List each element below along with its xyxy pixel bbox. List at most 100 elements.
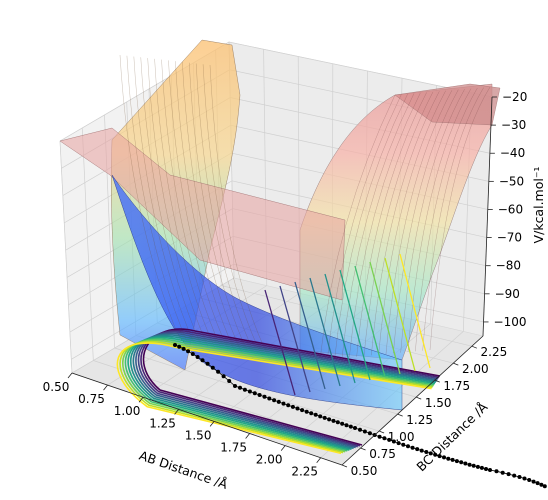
mesh-line-left-8 [175,61,236,353]
y-tick-mark-1 [360,447,366,451]
trajectory-point-24 [290,404,295,409]
trajectory-point-44 [382,436,387,441]
y-tick-label-7: 2.25 [481,345,508,359]
z-tick-label-1: −30 [501,118,526,132]
trajectory-point-11 [227,379,232,383]
y-tick-mark-2 [378,430,385,434]
trajectory-point-57 [442,455,446,460]
trajectory-point-17 [257,393,262,397]
contour-branch-3 [309,277,341,387]
x-tick-mark-4 [209,421,215,427]
z-tick-label-3: −50 [499,174,524,188]
mesh-line-right-3 [341,93,415,359]
trajectory-point-0 [173,343,177,347]
contour-line-0 [142,328,441,446]
trajectory-point-68 [488,468,492,472]
z-tick-label-5: −70 [497,231,522,245]
trajectory-point-46 [391,439,396,444]
contour-branch-0 [264,289,296,396]
mesh-line-left-3 [140,57,201,345]
mesh-line-right-9 [385,90,453,355]
y-tick-mark-6 [453,362,459,366]
trajectory-point-37 [348,424,353,429]
mesh-line-right-12 [407,88,472,353]
surface-back-shelf [59,127,346,301]
x-tick-label-4: 1.50 [185,428,212,442]
trajectory-point-10 [221,374,226,379]
mesh-line-right-11 [400,89,465,353]
contour-branch-9 [399,253,431,369]
trajectory-point-20 [272,398,277,403]
trajectory-point-39 [358,427,362,432]
trajectory-point-76 [531,479,536,484]
y-tick-label-1: 0.75 [369,447,396,461]
x-tick-mark-3 [174,409,179,415]
trajectory-point-45 [387,437,392,442]
x-axis-label: AB Distance /Å [137,448,230,492]
surface-plateau [394,83,501,126]
trajectory-point-73 [517,475,522,479]
trajectory-point-53 [424,450,429,454]
mesh-line-right-5 [356,92,427,357]
trajectory-point-43 [377,434,382,439]
z-tick-label-8: −100 [494,315,527,329]
x-tick-mark-2 [138,396,144,403]
trajectory-point-61 [459,460,464,465]
y-tick-mark-4 [416,396,422,400]
contour-branch-4 [324,273,356,384]
trajectory-point-9 [216,369,221,374]
trajectory-point-31 [322,415,327,420]
x-tick-mark-0 [67,372,73,379]
mesh-line-left-10 [188,62,250,356]
reaction-trajectory [173,343,547,489]
mesh-line-right-1 [327,94,402,360]
trajectory-point-7 [205,361,210,366]
trajectory-point-15 [247,389,252,394]
trajectory-point-64 [471,463,476,468]
y-tick-mark-5 [434,379,440,383]
y-axis-line [341,335,484,466]
surface-mesh-lines [119,54,491,361]
z-axis-label: V/kcal.mol⁻¹ [531,167,546,244]
trajectory-point-63 [467,462,472,467]
contour-branch-1 [279,285,311,393]
x-tick-mark-5 [245,433,250,439]
contour-line-4 [132,334,437,450]
contour-branch-8 [384,257,416,372]
trajectory-point-41 [367,431,372,436]
y-axis-label: BC Distance /Å [413,399,490,474]
z-tick-label-0: −20 [502,90,527,104]
mesh-line-left-2 [133,56,195,344]
trajectory-point-65 [475,464,480,469]
trajectory-point-50 [410,445,415,450]
mesh-line-left-11 [195,63,257,358]
trajectory-point-62 [463,461,468,466]
x-axis-line [71,372,343,466]
trajectory-point-67 [484,467,488,471]
trajectory-point-35 [340,421,345,426]
contour-branch-2 [294,281,326,390]
contour-line-9 [119,340,433,454]
mesh-line-right-15 [429,86,491,351]
trajectory-point-59 [450,457,455,462]
trajectory-point-58 [446,456,451,461]
trajectory-point-74 [522,476,527,481]
trajectory-point-28 [309,411,314,416]
trajectory-point-25 [295,406,300,411]
trajectory-point-1 [177,344,182,349]
x-tick-label-2: 1.00 [114,404,141,418]
trajectory-point-49 [406,444,410,449]
trajectory-point-27 [304,409,309,414]
y-tick-label-3: 1.25 [406,413,433,427]
y-tick-label-0: 0.50 [351,464,378,478]
z-axis-line [482,96,493,337]
mesh-line-right-0 [319,94,396,361]
mesh-line-left-0 [119,54,181,341]
trajectory-point-60 [454,459,459,464]
trajectory-point-30 [318,414,323,419]
trajectory-point-48 [401,442,406,447]
trajectory-point-77 [535,481,540,486]
y-tick-mark-3 [397,413,403,417]
trajectory-point-34 [335,420,340,425]
contour-line-7 [124,338,435,452]
